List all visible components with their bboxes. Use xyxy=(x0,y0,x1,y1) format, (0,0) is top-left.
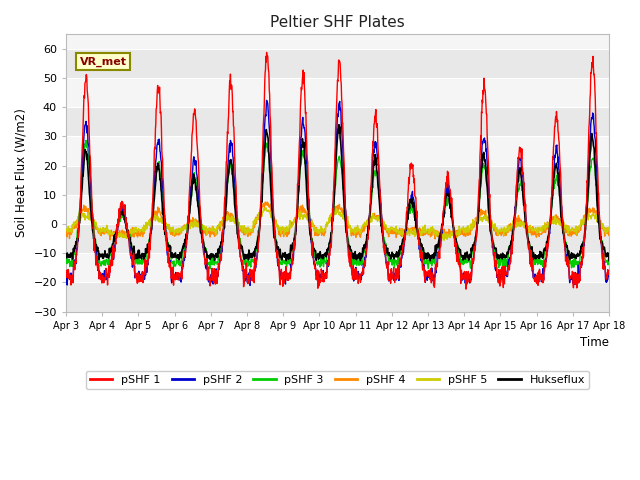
Legend: pSHF 1, pSHF 2, pSHF 3, pSHF 4, pSHF 5, Hukseflux: pSHF 1, pSHF 2, pSHF 3, pSHF 4, pSHF 5, … xyxy=(86,371,589,389)
Title: Peltier SHF Plates: Peltier SHF Plates xyxy=(270,15,405,30)
Bar xyxy=(66,136,609,166)
X-axis label: Time: Time xyxy=(580,336,609,349)
Bar xyxy=(66,282,609,312)
Bar xyxy=(66,253,609,282)
Bar xyxy=(66,224,609,253)
Bar xyxy=(66,48,609,78)
Bar xyxy=(66,195,609,224)
Text: VR_met: VR_met xyxy=(79,57,127,67)
Y-axis label: Soil Heat Flux (W/m2): Soil Heat Flux (W/m2) xyxy=(15,108,28,237)
Bar xyxy=(66,107,609,136)
Bar xyxy=(66,78,609,107)
Bar xyxy=(66,166,609,195)
